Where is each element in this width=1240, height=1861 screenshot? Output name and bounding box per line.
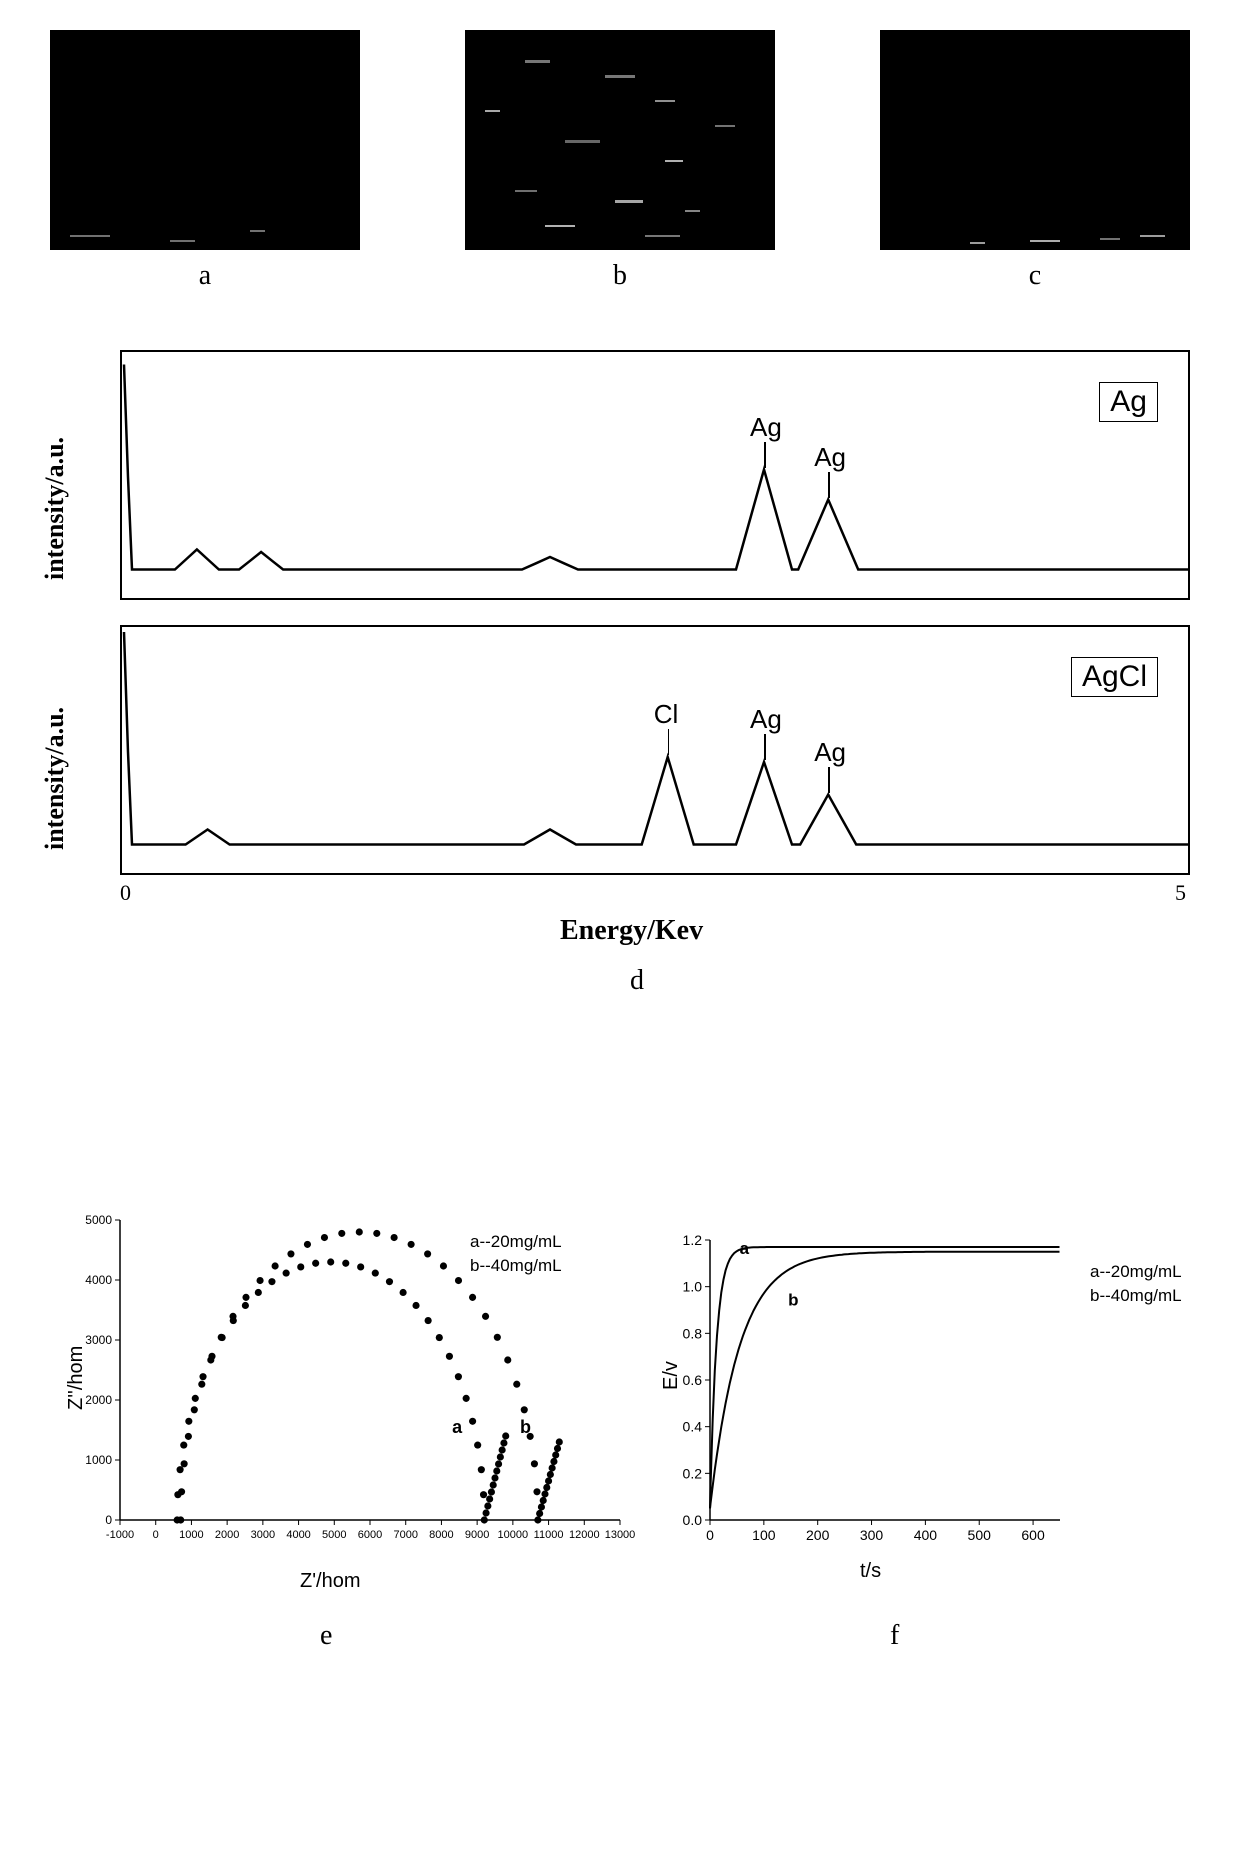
svg-text:0.8: 0.8 <box>683 1325 703 1341</box>
chrono-ylabel: E/v <box>660 1361 683 1390</box>
peak-leader-line <box>764 442 766 468</box>
svg-text:0.6: 0.6 <box>683 1372 703 1388</box>
eds-top-svg <box>122 352 1192 602</box>
svg-text:100: 100 <box>752 1527 776 1543</box>
svg-text:9000: 9000 <box>465 1529 489 1541</box>
eds-xtick-5: 5 <box>1175 880 1186 906</box>
svg-text:b: b <box>520 1417 531 1437</box>
nyquist-xlabel: Z'/hom <box>300 1570 361 1593</box>
panel-b-label: b <box>613 260 627 292</box>
eds-box-label-agcl: AgCl <box>1071 657 1158 697</box>
svg-text:6000: 6000 <box>358 1529 382 1541</box>
svg-text:1.2: 1.2 <box>683 1232 703 1248</box>
svg-text:0: 0 <box>153 1529 159 1541</box>
nyquist-legend: a--20mg/mL b--40mg/mL <box>470 1230 562 1278</box>
sem-image-c <box>880 30 1190 250</box>
svg-text:a: a <box>740 1239 750 1258</box>
svg-text:0.0: 0.0 <box>683 1512 703 1528</box>
svg-text:1000: 1000 <box>179 1529 203 1541</box>
panel-a-label: a <box>199 260 211 292</box>
peak-leader-line <box>764 734 766 760</box>
peak-label-ag: Ag <box>750 412 782 443</box>
svg-text:-1000: -1000 <box>106 1529 134 1541</box>
panel-b-block: b <box>465 30 775 292</box>
eds-ylabel-top: intensity/a.u. <box>40 437 70 580</box>
eds-xtick-0: 0 <box>120 880 131 906</box>
svg-text:a: a <box>452 1417 463 1437</box>
panel-a-block: a <box>50 30 360 292</box>
chrono-xlabel: t/s <box>860 1560 881 1583</box>
chrono-panel: 0 100 200 300 400 500 600 0.0 0.2 0.4 0.6 0.8 1.0 1.2… <box>640 1160 1220 1660</box>
sem-image-b <box>465 30 775 250</box>
svg-text:3000: 3000 <box>85 1333 112 1347</box>
peak-label-ag: Ag <box>750 704 782 735</box>
eds-xlabel: Energy/Kev <box>560 915 703 947</box>
panel-c-label: c <box>1029 260 1041 292</box>
svg-text:5000: 5000 <box>322 1529 346 1541</box>
svg-text:1.0: 1.0 <box>683 1279 703 1295</box>
panel-d-label: d <box>630 965 644 997</box>
sem-image-a <box>50 30 360 250</box>
svg-text:0: 0 <box>706 1527 714 1543</box>
chrono-legend-a: a--20mg/mL <box>1090 1260 1182 1284</box>
svg-text:0.2: 0.2 <box>683 1465 703 1481</box>
svg-text:0.4: 0.4 <box>683 1419 703 1435</box>
peak-leader-line <box>828 472 830 498</box>
svg-text:5000: 5000 <box>85 1213 112 1227</box>
svg-text:500: 500 <box>968 1527 992 1543</box>
svg-text:12000: 12000 <box>569 1529 600 1541</box>
eds-bottom-svg <box>122 627 1192 877</box>
eds-ylabel-bottom: intensity/a.u. <box>40 707 70 850</box>
svg-text:13000: 13000 <box>605 1529 636 1541</box>
sem-image-row: a b c <box>50 30 1190 292</box>
svg-text:300: 300 <box>860 1527 884 1543</box>
nyquist-panel: -1000 0 1000 2000 3000 4000 5000 6000 7000 8000 90… <box>40 1160 640 1660</box>
svg-text:200: 200 <box>806 1527 830 1543</box>
chrono-svg: 0 100 200 300 400 500 600 0.0 0.2 0.4 0.6 0.8 1.0 1.2… <box>640 1160 1220 1600</box>
svg-text:2000: 2000 <box>215 1529 239 1541</box>
eds-spectrum-agcl: AgCl Cl Ag Ag <box>120 625 1190 875</box>
svg-text:4000: 4000 <box>85 1273 112 1287</box>
peak-label-ag: Ag <box>814 442 846 473</box>
eds-box-label-ag: Ag <box>1099 382 1158 422</box>
svg-text:4000: 4000 <box>286 1529 310 1541</box>
eds-panel: intensity/a.u. intensity/a.u. Ag AgAg Ag… <box>10 350 1230 970</box>
svg-text:7000: 7000 <box>393 1529 417 1541</box>
eds-spectrum-ag: Ag Ag Ag <box>120 350 1190 600</box>
panel-c-block: c <box>880 30 1190 292</box>
nyquist-svg: -1000 0 1000 2000 3000 4000 5000 6000 7000 8000 90… <box>40 1160 640 1600</box>
svg-text:1000: 1000 <box>85 1453 112 1467</box>
peak-label-ag: Ag <box>814 737 846 768</box>
svg-text:10000: 10000 <box>498 1529 529 1541</box>
svg-text:3000: 3000 <box>251 1529 275 1541</box>
nyquist-legend-b: b--40mg/mL <box>470 1254 562 1278</box>
svg-text:8000: 8000 <box>429 1529 453 1541</box>
svg-text:600: 600 <box>1021 1527 1045 1543</box>
peak-leader-line <box>668 729 670 755</box>
panel-f-label: f <box>890 1620 899 1652</box>
nyquist-ylabel: Z''/hom <box>65 1346 88 1410</box>
peak-leader-line <box>828 767 830 793</box>
panel-e-label: e <box>320 1620 332 1652</box>
nyquist-legend-a: a--20mg/mL <box>470 1230 562 1254</box>
svg-text:b: b <box>788 1290 798 1309</box>
chrono-legend-b: b--40mg/mL <box>1090 1284 1182 1308</box>
svg-text:0: 0 <box>105 1513 112 1527</box>
svg-text:2000: 2000 <box>85 1393 112 1407</box>
peak-label-cl: Cl <box>654 699 679 730</box>
chrono-legend: a--20mg/mL b--40mg/mL <box>1090 1260 1182 1308</box>
svg-text:11000: 11000 <box>534 1529 564 1541</box>
svg-text:400: 400 <box>914 1527 938 1543</box>
